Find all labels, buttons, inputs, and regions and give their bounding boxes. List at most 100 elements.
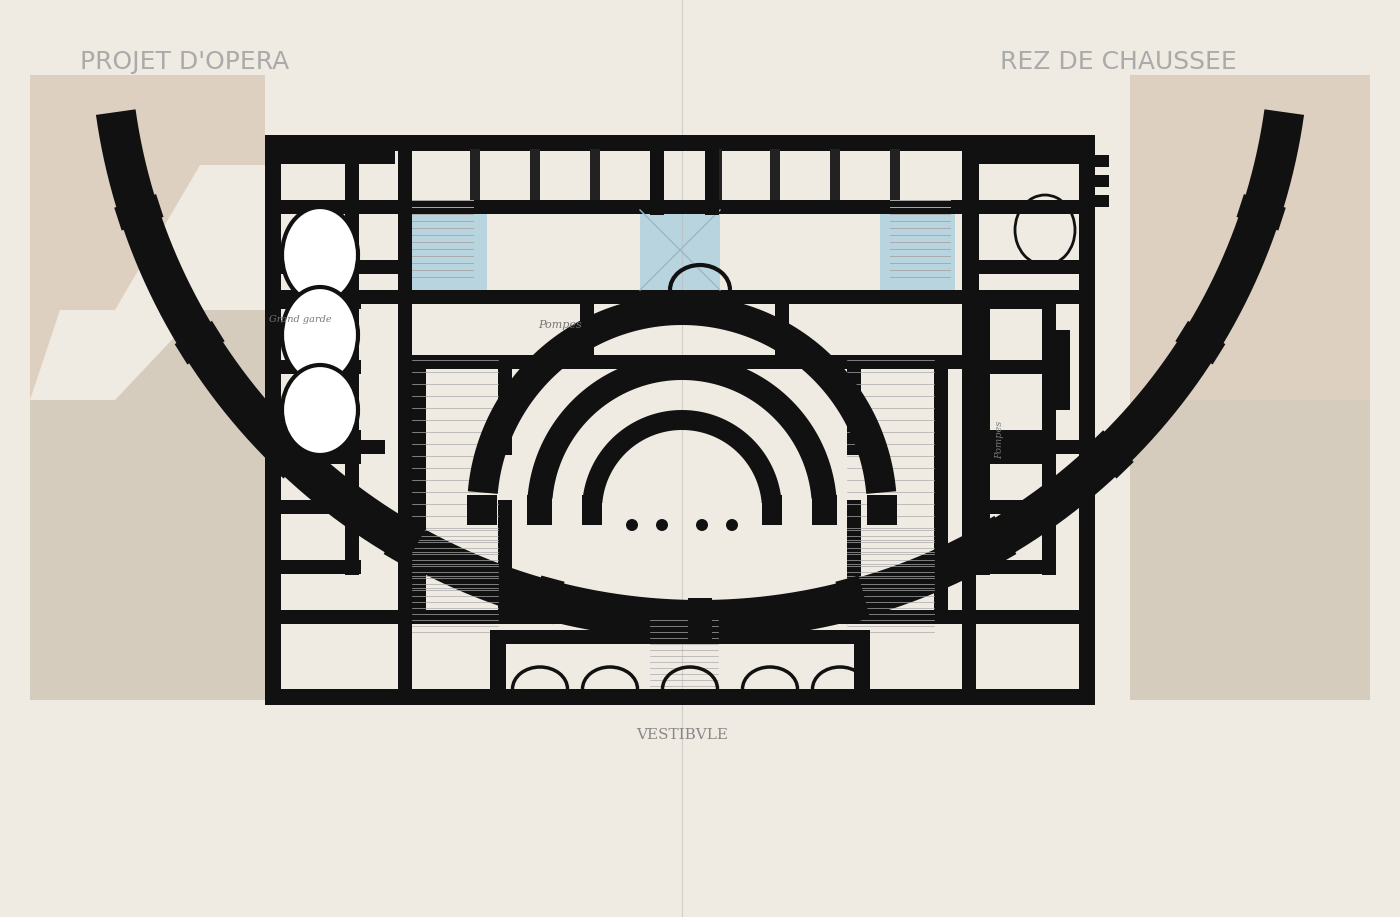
Bar — [1042, 295, 1056, 575]
Bar — [1079, 155, 1109, 167]
Ellipse shape — [281, 365, 358, 455]
Bar — [847, 500, 861, 615]
Polygon shape — [582, 410, 781, 503]
Circle shape — [657, 519, 668, 531]
Polygon shape — [836, 576, 869, 624]
Bar — [490, 689, 869, 705]
Bar — [965, 200, 1079, 214]
Bar — [498, 500, 512, 615]
Bar — [281, 450, 361, 464]
Bar — [468, 495, 497, 525]
Bar — [1079, 195, 1109, 207]
Polygon shape — [531, 576, 564, 624]
Polygon shape — [266, 430, 314, 479]
Bar — [934, 355, 948, 615]
Bar — [650, 135, 664, 215]
Bar — [830, 135, 840, 200]
Polygon shape — [468, 295, 896, 494]
Bar — [770, 135, 780, 200]
Bar — [344, 260, 405, 274]
Bar — [265, 610, 1095, 624]
Bar — [1079, 175, 1109, 187]
Bar — [713, 135, 722, 200]
Bar — [265, 260, 344, 274]
Bar — [976, 560, 1056, 574]
Polygon shape — [1130, 75, 1371, 400]
Bar — [890, 135, 900, 200]
Bar — [265, 200, 1095, 214]
Ellipse shape — [281, 287, 358, 383]
Bar — [706, 135, 720, 215]
Bar — [265, 135, 281, 705]
Bar — [976, 295, 990, 575]
Ellipse shape — [281, 207, 358, 303]
Bar — [498, 355, 512, 455]
Bar — [1079, 135, 1095, 705]
Bar — [531, 135, 540, 200]
Bar — [265, 150, 279, 260]
Bar — [854, 630, 869, 705]
Text: PROJET D'OPERA: PROJET D'OPERA — [80, 50, 290, 74]
Polygon shape — [29, 310, 265, 700]
Bar — [281, 430, 361, 444]
Bar — [412, 355, 426, 615]
Bar — [976, 500, 1056, 514]
Bar — [265, 200, 344, 214]
Polygon shape — [687, 598, 713, 642]
Bar — [265, 689, 1095, 705]
Text: Pompes: Pompes — [995, 421, 1005, 459]
Polygon shape — [1130, 400, 1371, 700]
Bar — [526, 495, 552, 525]
Polygon shape — [1176, 321, 1225, 364]
Polygon shape — [175, 321, 224, 364]
Bar — [812, 495, 837, 525]
Bar — [281, 500, 361, 514]
Bar — [776, 290, 790, 355]
Bar — [281, 560, 361, 574]
Bar — [640, 210, 720, 290]
Bar — [965, 150, 979, 440]
Polygon shape — [528, 355, 836, 499]
Polygon shape — [29, 75, 265, 400]
Bar — [265, 150, 385, 164]
Polygon shape — [1086, 430, 1134, 479]
Bar — [281, 360, 361, 374]
Bar — [344, 330, 358, 410]
Bar — [965, 440, 1079, 454]
Bar — [762, 495, 783, 525]
Bar — [582, 495, 602, 525]
Text: Grand garde: Grand garde — [269, 315, 332, 325]
Polygon shape — [973, 516, 1016, 566]
Bar — [344, 330, 358, 450]
Bar — [965, 260, 1079, 274]
Bar — [398, 135, 412, 705]
Bar — [965, 150, 1079, 164]
Bar — [867, 495, 897, 525]
Bar — [265, 290, 1095, 304]
Circle shape — [626, 519, 638, 531]
Bar — [412, 355, 962, 369]
Bar — [976, 295, 1056, 309]
Bar — [281, 295, 361, 309]
Polygon shape — [115, 194, 164, 230]
Text: VESTIBVLE: VESTIBVLE — [636, 728, 728, 742]
Bar — [344, 295, 358, 575]
Bar — [976, 360, 1056, 374]
Polygon shape — [1236, 194, 1285, 230]
Bar — [265, 135, 1095, 151]
Polygon shape — [97, 109, 1303, 640]
Bar — [412, 135, 962, 149]
Bar — [344, 150, 395, 164]
Text: Pompes: Pompes — [538, 320, 582, 330]
Bar — [881, 200, 955, 290]
Bar — [847, 355, 861, 455]
Circle shape — [727, 519, 738, 531]
Bar — [265, 440, 385, 454]
Bar — [490, 630, 869, 644]
Bar — [344, 150, 358, 440]
Bar — [962, 135, 976, 705]
Circle shape — [696, 519, 708, 531]
Polygon shape — [384, 516, 427, 566]
Bar — [580, 290, 594, 355]
Bar — [650, 135, 659, 200]
